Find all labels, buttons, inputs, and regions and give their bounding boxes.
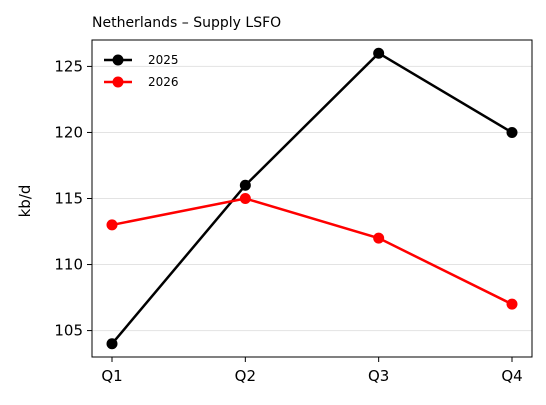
y-tick-label: 110	[54, 256, 83, 274]
data-point-2025-Q1	[106, 338, 118, 350]
x-axis-ticks: Q1 Q2 Q3 Q4	[101, 357, 523, 385]
plot-frame	[91, 39, 533, 358]
y-tick-label: 125	[54, 57, 83, 75]
data-point-2026-Q1	[106, 219, 118, 231]
data-point-2025-Q2	[239, 179, 251, 191]
y-tick-label: 105	[54, 322, 83, 340]
chart-title: Netherlands – Supply LSFO	[92, 15, 281, 31]
x-tick-label: Q3	[368, 367, 389, 385]
y-axis-label: kb/d	[16, 185, 34, 218]
grid	[92, 65, 532, 332]
legend: 2025 2026	[104, 53, 179, 89]
series-line-2025	[111, 51, 513, 345]
data-point-2025-Q3	[373, 47, 385, 59]
x-tick-label: Q4	[501, 367, 522, 385]
x-tick-label: Q2	[235, 367, 256, 385]
legend-marker-2026	[112, 76, 124, 88]
series-line-2026	[111, 197, 513, 306]
data-point-2026-Q3	[373, 232, 385, 244]
y-tick-label: 120	[54, 123, 83, 141]
data-point-2026-Q2	[239, 193, 251, 204]
data-point-2026-Q4	[506, 298, 518, 310]
data-point-2025-Q4	[506, 126, 518, 138]
x-tick-label: Q1	[101, 367, 122, 385]
legend-marker-2025	[112, 54, 124, 66]
series-group	[106, 47, 518, 350]
y-axis-ticks: 105 110 115 120 125	[54, 57, 92, 340]
y-tick-label: 115	[54, 190, 83, 208]
legend-label-2025: 2025	[148, 53, 179, 67]
legend-label-2026: 2026	[148, 75, 179, 89]
